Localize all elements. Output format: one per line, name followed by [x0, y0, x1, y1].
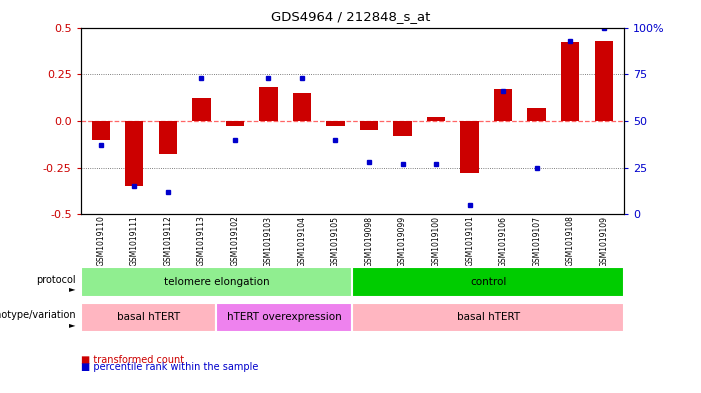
- Bar: [494, 89, 512, 121]
- Bar: [461, 121, 479, 173]
- Bar: [226, 121, 244, 127]
- Bar: [527, 108, 546, 121]
- Text: GDS4964 / 212848_s_at: GDS4964 / 212848_s_at: [271, 10, 430, 23]
- Text: ►: ►: [69, 320, 76, 329]
- Bar: [125, 121, 144, 186]
- Text: protocol: protocol: [36, 275, 76, 285]
- Bar: [192, 98, 210, 121]
- Text: telomere elongation: telomere elongation: [163, 277, 269, 287]
- Text: basal hTERT: basal hTERT: [456, 312, 519, 322]
- Text: basal hTERT: basal hTERT: [117, 312, 180, 322]
- Bar: [594, 40, 613, 121]
- Bar: [326, 121, 345, 127]
- Bar: [158, 121, 177, 154]
- Bar: [393, 121, 411, 136]
- Text: ■ transformed count: ■ transformed count: [81, 354, 184, 365]
- Bar: [360, 121, 379, 130]
- Text: ■ percentile rank within the sample: ■ percentile rank within the sample: [81, 362, 258, 373]
- Bar: [427, 117, 445, 121]
- Bar: [293, 93, 311, 121]
- Bar: [561, 42, 580, 121]
- Text: ►: ►: [69, 285, 76, 294]
- Text: hTERT overexpression: hTERT overexpression: [227, 312, 341, 322]
- Bar: [259, 87, 278, 121]
- Text: control: control: [470, 277, 506, 287]
- Text: genotype/variation: genotype/variation: [0, 310, 76, 320]
- Bar: [92, 121, 110, 140]
